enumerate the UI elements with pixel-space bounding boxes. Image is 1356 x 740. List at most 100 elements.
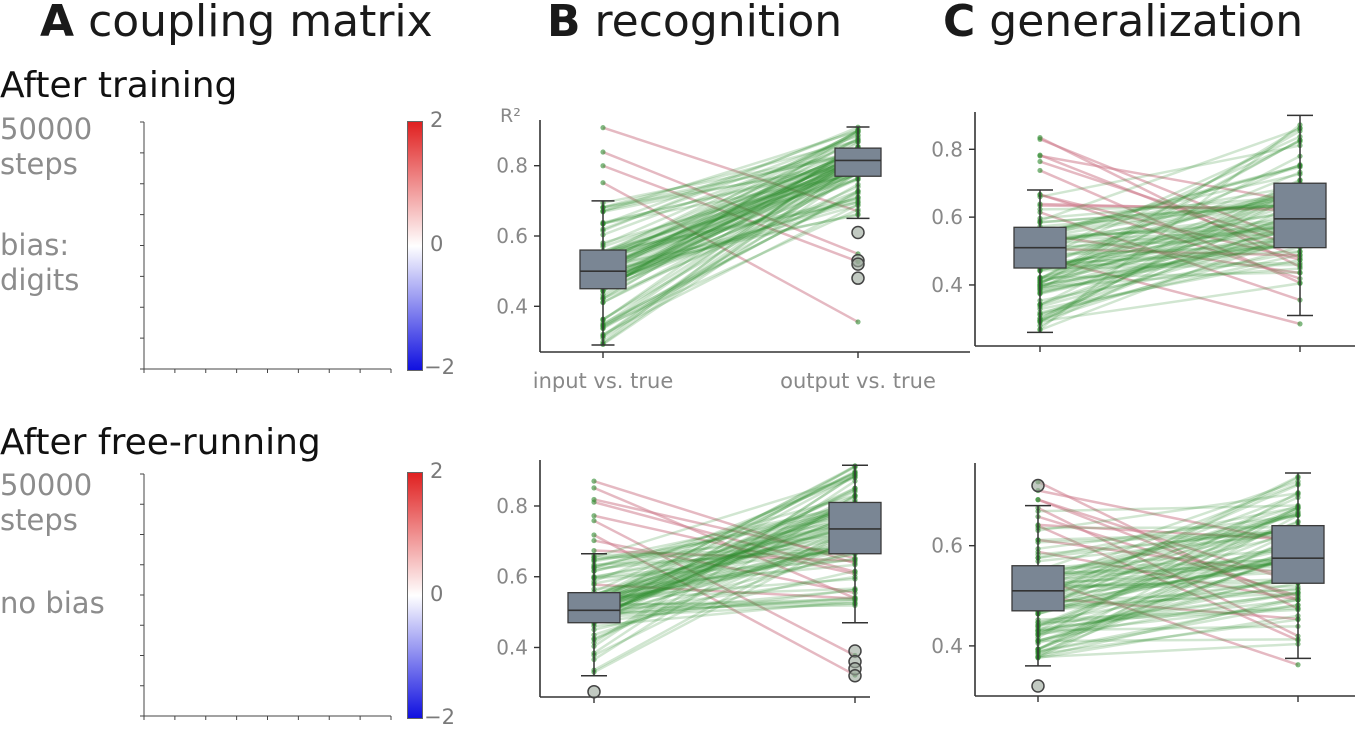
pair-line: [1039, 160, 1301, 249]
pair-line: [1037, 532, 1299, 593]
pair-line: [602, 130, 859, 264]
pair-line: [1037, 482, 1299, 585]
pair-line: [1037, 491, 1299, 532]
box-body: [1273, 182, 1327, 249]
pair-line: [1037, 489, 1299, 545]
pair-line: [1039, 184, 1301, 267]
pair-line: [1039, 236, 1301, 322]
paired-lines: [600, 124, 861, 347]
pair-line: [1039, 231, 1301, 245]
pair-line: [602, 138, 859, 263]
pair-line: [602, 168, 859, 262]
pair-line: [1037, 493, 1299, 595]
pair-line: [593, 529, 856, 641]
generalization-chart-trained: 0.4 0.6 0.8: [931, 112, 1355, 352]
pair-line: [593, 501, 856, 620]
pair-line: [1037, 592, 1299, 626]
pair-line: [602, 190, 859, 327]
pair-line: [602, 149, 859, 259]
pair-line: [593, 466, 856, 603]
pair-line: [1039, 220, 1301, 269]
paired-lines: [591, 463, 858, 678]
pair-line: [1039, 226, 1301, 272]
pair-line: [593, 543, 856, 601]
pair-line: [602, 172, 859, 293]
pair-line: [1039, 211, 1301, 306]
pair-line: [593, 473, 856, 648]
pair-line: [1037, 581, 1299, 587]
data-point: [600, 125, 606, 131]
pair-line: [593, 542, 856, 610]
pair-line: [1039, 236, 1301, 249]
data-point: [1295, 662, 1301, 668]
pair-line: [1039, 155, 1301, 290]
pair-line: [602, 192, 859, 325]
pair-line: [602, 171, 859, 284]
pair-line: [593, 577, 856, 600]
pair-line: [1039, 190, 1301, 257]
pair-line: [602, 155, 859, 321]
pair-line: [1037, 538, 1299, 577]
pair-line: [1039, 178, 1301, 306]
pair-line: [593, 471, 856, 604]
colorbar-1: [407, 121, 423, 371]
pair-line: [1037, 527, 1299, 628]
pair-line: [1039, 194, 1301, 220]
outlier: [1031, 679, 1045, 693]
pair-line: [593, 490, 856, 608]
data-point: [1297, 321, 1303, 327]
box-2: [1271, 472, 1325, 660]
pair-line: [602, 145, 859, 344]
pair-line: [1037, 480, 1299, 610]
pair-line: [602, 147, 859, 296]
pair-line: [1039, 153, 1301, 259]
pair-line: [593, 471, 856, 598]
pair-line: [602, 155, 859, 287]
data-point: [600, 180, 606, 186]
pair-line: [1039, 245, 1301, 317]
pair-line: [1037, 608, 1299, 624]
pair-line: [1037, 559, 1299, 588]
row1-title: After training: [0, 65, 238, 106]
y-tick-label: 0.4: [931, 634, 963, 658]
pair-line: [1037, 514, 1299, 550]
pair-line: [1039, 169, 1301, 284]
pair-line: [1039, 129, 1301, 281]
box-1: [579, 200, 627, 346]
data-point: [591, 532, 597, 538]
pair-line: [1039, 227, 1301, 283]
pair-line: [602, 190, 859, 290]
pair-line: [1039, 211, 1301, 244]
pair-line: [593, 587, 856, 600]
row2-title: After free-running: [0, 422, 321, 463]
pair-line: [1039, 139, 1301, 281]
pair-line: [593, 542, 856, 607]
data-point: [1035, 497, 1041, 503]
colorbar-2-mid: 0: [430, 582, 444, 606]
pair-line: [602, 159, 859, 284]
pair-line: [1037, 642, 1299, 659]
pair-line: [593, 517, 856, 596]
pair-line: [1037, 587, 1299, 613]
pair-line: [593, 550, 856, 567]
pair-line: [1039, 267, 1301, 289]
pair-line: [593, 503, 856, 618]
pair-line: [1039, 172, 1301, 234]
pair-line: [1037, 526, 1299, 530]
paired-lines: [1035, 473, 1301, 668]
pair-line: [1037, 618, 1299, 656]
pair-line: [1037, 533, 1299, 659]
pair-line: [1037, 607, 1299, 621]
pair-line: [1037, 604, 1299, 636]
pair-line: [1037, 512, 1299, 594]
pair-line: [593, 508, 856, 569]
pair-line: [602, 196, 859, 285]
pair-line: [1039, 202, 1301, 228]
panel-b-title: B recognition: [547, 0, 843, 47]
pair-line: [602, 157, 859, 278]
pair-line: [1039, 217, 1301, 241]
pair-line: [602, 169, 859, 245]
pair-line: [593, 464, 856, 624]
pair-line: [593, 480, 856, 655]
pair-line: [1039, 229, 1301, 242]
